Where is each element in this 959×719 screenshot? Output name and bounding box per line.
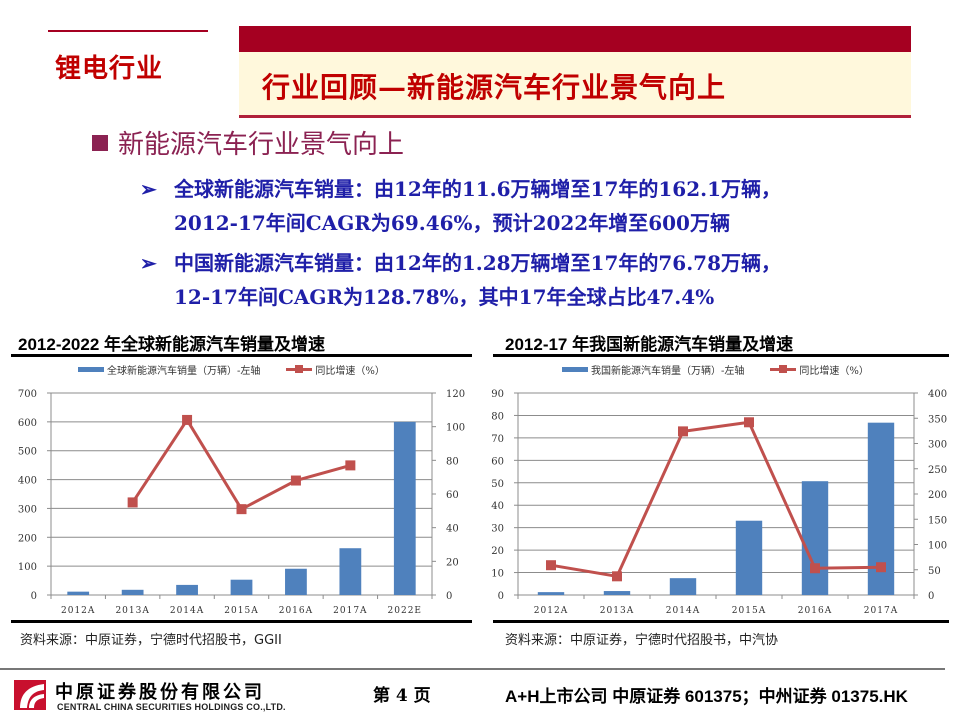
svg-text:0: 0 xyxy=(446,591,452,602)
arrow-bullet-icon: ➢ xyxy=(140,177,157,201)
svg-text:0: 0 xyxy=(31,591,37,602)
title-bar xyxy=(239,52,911,116)
svg-text:2015A: 2015A xyxy=(732,606,766,616)
svg-text:350: 350 xyxy=(928,414,947,425)
svg-text:20: 20 xyxy=(491,546,504,557)
company-name-cn: 中原证券股份有限公司 xyxy=(55,682,265,703)
sub-bullet-china: ➢ 中国新能源汽车销量：由12年的1.28万辆增至17年的76.78万辆， 12-… xyxy=(140,246,781,314)
svg-text:2012A: 2012A xyxy=(61,606,95,616)
svg-text:200: 200 xyxy=(928,490,947,501)
svg-text:100: 100 xyxy=(446,423,465,434)
svg-text:100: 100 xyxy=(18,562,37,573)
svg-text:200: 200 xyxy=(18,533,37,544)
svg-text:40: 40 xyxy=(491,501,504,512)
sub-bullet-line1: 全球新能源汽车销量：由12年的11.6万辆增至17年的162.1万辆， xyxy=(174,177,782,201)
chart-rule xyxy=(493,620,949,623)
legend-bar-swatch xyxy=(562,367,588,372)
svg-text:2013A: 2013A xyxy=(600,606,634,616)
svg-text:400: 400 xyxy=(18,476,37,487)
title-bar-accent xyxy=(239,26,911,52)
legend-label: 同比增速（%） xyxy=(315,366,385,377)
svg-text:2016A: 2016A xyxy=(279,606,313,616)
legend-label: 我国新能源汽车销量（万辆）-左轴 xyxy=(591,366,745,377)
svg-text:60: 60 xyxy=(491,456,504,467)
legend-line-swatch xyxy=(286,365,313,373)
main-bullet-text: 新能源汽车行业景气向上 xyxy=(118,130,405,160)
sub-bullet-line2: 2012-17年间CAGR为69.46%，预计2022年增至600万辆 xyxy=(174,211,730,235)
svg-text:30: 30 xyxy=(491,524,504,535)
chart-title-global: 2012-2022 年全球新能源汽车销量及增速 xyxy=(18,335,326,354)
svg-text:0: 0 xyxy=(928,591,934,602)
svg-text:0: 0 xyxy=(498,591,504,602)
legend-bar-swatch xyxy=(78,367,104,372)
svg-text:2016A: 2016A xyxy=(798,606,832,616)
chart-global-sales: 0 100 200 300 400 500 600 700 0 20 40 60 80 100 120 201… xyxy=(18,389,465,616)
svg-text:40: 40 xyxy=(446,524,459,535)
svg-text:20: 20 xyxy=(446,557,459,568)
svg-text:600: 600 xyxy=(18,418,37,429)
chart-rule xyxy=(11,354,472,357)
svg-text:250: 250 xyxy=(928,465,947,476)
chart-china-sales: 0 10 20 30 40 50 60 70 80 90 0 50 100 150 200 250 300 350… xyxy=(491,389,947,616)
svg-text:2012A: 2012A xyxy=(534,606,568,616)
square-bullet-icon xyxy=(92,135,108,151)
page-number: 第 4 页 xyxy=(373,686,431,706)
chart-title-china: 2012-17 年我国新能源汽车销量及增速 xyxy=(505,335,794,354)
legend-label: 同比增速（%） xyxy=(799,366,869,377)
listing-info: A+H上市公司 中原证券 601375；中州证券 01375.HK xyxy=(505,687,908,706)
chart-rule xyxy=(11,620,472,623)
svg-text:80: 80 xyxy=(446,456,459,467)
section-label: 锂电行业 xyxy=(55,54,164,84)
main-bullet: 新能源汽车行业景气向上 xyxy=(92,124,404,161)
legend-line-swatch xyxy=(770,365,797,373)
svg-text:500: 500 xyxy=(18,447,37,458)
sub-bullet-line1: 中国新能源汽车销量：由12年的1.28万辆增至17年的76.78万辆， xyxy=(174,251,782,275)
footer-divider xyxy=(0,668,945,670)
svg-text:60: 60 xyxy=(446,490,459,501)
legend-global: 全球新能源汽车销量（万辆）-左轴 同比增速（%） xyxy=(78,362,385,377)
chart-rule xyxy=(493,354,949,357)
svg-text:100: 100 xyxy=(928,541,947,552)
svg-text:700: 700 xyxy=(18,389,37,400)
legend-china: 我国新能源汽车销量（万辆）-左轴 同比增速（%） xyxy=(562,362,869,377)
company-logo-icon xyxy=(14,680,46,710)
arrow-bullet-icon: ➢ xyxy=(140,251,157,275)
legend-label: 全球新能源汽车销量（万辆）-左轴 xyxy=(107,366,261,377)
svg-text:50: 50 xyxy=(491,479,504,490)
svg-text:2015A: 2015A xyxy=(224,606,258,616)
svg-text:150: 150 xyxy=(928,515,947,526)
svg-text:2013A: 2013A xyxy=(115,606,149,616)
svg-text:2017A: 2017A xyxy=(333,606,367,616)
section-divider xyxy=(48,30,208,32)
title-bar-underline xyxy=(239,115,911,118)
company-name-en: CENTRAL CHINA SECURITIES HOLDINGS CO.,LT… xyxy=(57,702,286,712)
svg-text:80: 80 xyxy=(491,411,504,422)
svg-text:400: 400 xyxy=(928,389,947,400)
svg-text:2022E: 2022E xyxy=(388,606,422,616)
source-note: 资料来源：中原证券，宁德时代招股书，GGII xyxy=(20,633,282,648)
sub-bullet-line2: 12-17年间CAGR为128.78%，其中17年全球占比47.4% xyxy=(174,285,715,309)
svg-text:50: 50 xyxy=(928,566,941,577)
page-title: 行业回顾—新能源汽车行业景气向上 xyxy=(262,71,727,104)
svg-text:300: 300 xyxy=(928,440,947,451)
svg-text:10: 10 xyxy=(491,569,504,580)
svg-text:2017A: 2017A xyxy=(864,606,898,616)
svg-text:70: 70 xyxy=(491,434,504,445)
svg-text:120: 120 xyxy=(446,389,465,400)
svg-text:90: 90 xyxy=(491,389,504,400)
svg-text:2014A: 2014A xyxy=(170,606,204,616)
sub-bullet-global: ➢ 全球新能源汽车销量：由12年的11.6万辆增至17年的162.1万辆， 201… xyxy=(140,172,781,240)
svg-text:300: 300 xyxy=(18,504,37,515)
svg-text:2014A: 2014A xyxy=(666,606,700,616)
source-note: 资料来源：中原证券，宁德时代招股书，中汽协 xyxy=(505,633,779,648)
